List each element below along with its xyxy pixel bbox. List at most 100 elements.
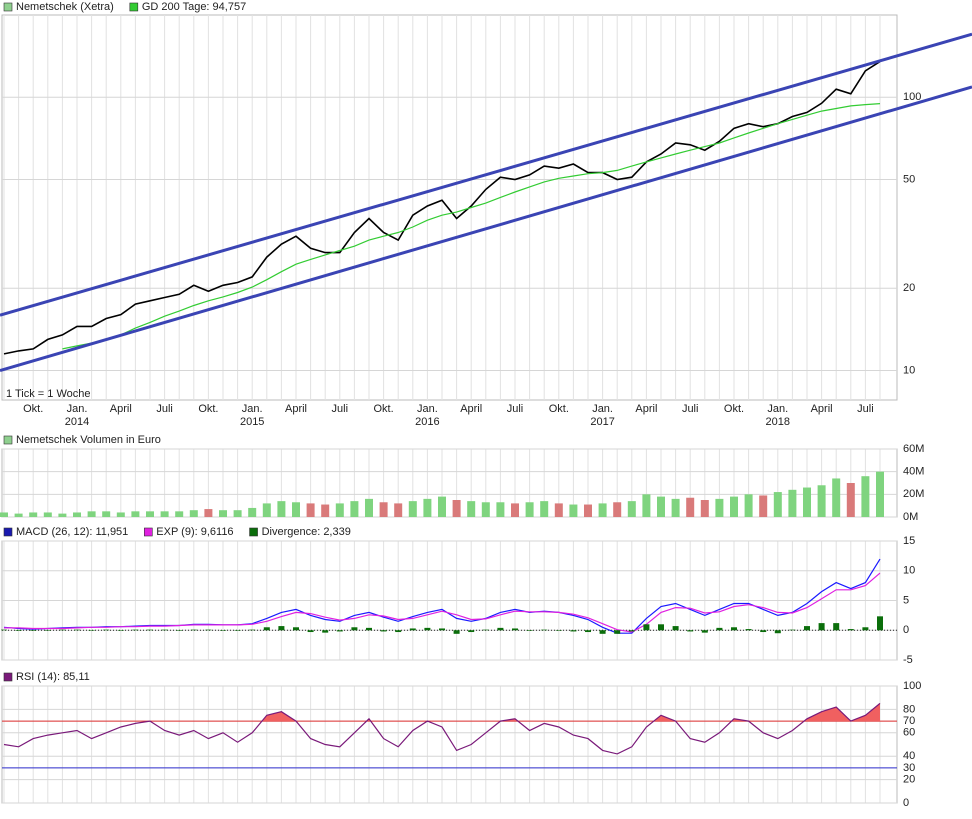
divergence-bar (570, 630, 577, 632)
volume-bar (788, 489, 797, 517)
divergence-bar (439, 628, 445, 631)
divergence-bar (395, 630, 402, 633)
divergence-bar (380, 630, 387, 632)
divergence-bar (877, 616, 883, 631)
volume-bar (146, 511, 154, 517)
x-year-label: 2018 (766, 416, 790, 428)
volume-bar (277, 501, 286, 517)
x-tick-label: Jan. (417, 403, 438, 415)
y-tick-label: 50 (903, 173, 915, 185)
volume-bar (876, 471, 884, 517)
volume-bar (700, 500, 709, 517)
legend-swatch (3, 435, 13, 445)
y-tick-label: 0M (903, 511, 918, 523)
volume-bar (803, 487, 811, 517)
y-tick-label: 30 (903, 762, 915, 774)
volume-bar (554, 503, 563, 517)
divergence-bar (482, 629, 489, 631)
legend-swatch (143, 527, 153, 537)
volume-bar (540, 501, 549, 517)
divergence-bar (818, 623, 825, 631)
annotation: 1 Tick = 1 Woche (6, 388, 90, 400)
panel-frame (1, 14, 898, 401)
x-year-label: 2015 (240, 416, 264, 428)
y-tick-label: 40 (903, 750, 915, 762)
price-line (3, 60, 881, 355)
x-tick-label: Okt. (198, 403, 218, 415)
x-tick-label: April (635, 403, 657, 415)
divergence-bar (526, 630, 533, 631)
volume-bar (321, 504, 330, 517)
price-line (62, 103, 881, 350)
volume-bar (715, 498, 724, 517)
divergence-bar (701, 630, 708, 633)
divergence-bar (424, 627, 431, 631)
divergence-bar (789, 629, 796, 631)
volume-bar (204, 509, 213, 517)
y-tick-label: 10 (903, 565, 915, 577)
y-tick-label: 60 (903, 727, 915, 739)
x-tick-label: April (285, 403, 307, 415)
divergence-bar (322, 630, 329, 633)
y-tick-label: 20M (903, 488, 924, 500)
divergence-bar (847, 629, 854, 631)
volume-bar (496, 502, 505, 517)
divergence-bar (774, 630, 781, 634)
volume-bar (657, 496, 665, 517)
x-tick-label: Juli (857, 403, 874, 415)
y-tick-label: 0 (903, 624, 909, 636)
divergence-bar (44, 630, 51, 631)
volume-bar (365, 498, 373, 517)
volume-bar (292, 502, 300, 517)
divergence-bar (643, 624, 650, 631)
volume-bar (744, 494, 753, 517)
legend-label: EXP (9): 9,6116 (156, 526, 233, 538)
divergence-bar (147, 629, 153, 631)
divergence-bar (59, 629, 66, 631)
indicator-line (3, 702, 881, 755)
x-tick-label: Juli (332, 403, 349, 415)
indicator-line (4, 572, 881, 633)
volume-bar (584, 504, 592, 517)
volume-bar (233, 510, 242, 517)
x-year-label: 2016 (415, 416, 439, 428)
y-tick-label: 60M (903, 443, 924, 455)
volume-bar (248, 507, 257, 517)
legend-label: Nemetschek (Xetra) (16, 1, 114, 13)
divergence-bar (161, 629, 168, 631)
volume-bar (730, 496, 738, 517)
divergence-bar (190, 629, 197, 631)
volume-bar (131, 511, 140, 517)
volume-bar (438, 496, 446, 517)
volume-bar (335, 503, 344, 517)
divergence-bar (745, 629, 752, 631)
volume-bar (627, 501, 636, 517)
volume-bar (102, 511, 111, 517)
divergence-bar (15, 630, 22, 631)
divergence-bar (497, 627, 504, 631)
y-tick-label: 5 (903, 594, 909, 606)
volume-bar (598, 503, 607, 517)
x-tick-label: Jan. (767, 403, 788, 415)
volume-bar (467, 501, 476, 517)
x-tick-label: Okt. (374, 403, 394, 415)
divergence-bar (716, 627, 723, 631)
volume-bar (481, 502, 490, 517)
volume-bar (116, 512, 125, 517)
divergence-bar (585, 630, 591, 633)
volume-bar (759, 495, 768, 517)
divergence-bar (760, 630, 767, 633)
divergence-bar (628, 630, 635, 632)
divergence-bar (658, 624, 664, 631)
legend-swatch (129, 2, 139, 12)
volume-bar (452, 500, 461, 517)
y-tick-label: 0 (903, 797, 909, 809)
y-tick-label: 40M (903, 466, 924, 478)
divergence-bar (453, 630, 460, 634)
x-tick-label: Jan. (67, 403, 88, 415)
volume-bar (87, 511, 96, 517)
divergence-bar (409, 628, 416, 631)
divergence-bar (366, 627, 372, 631)
volume-bar (306, 503, 315, 517)
